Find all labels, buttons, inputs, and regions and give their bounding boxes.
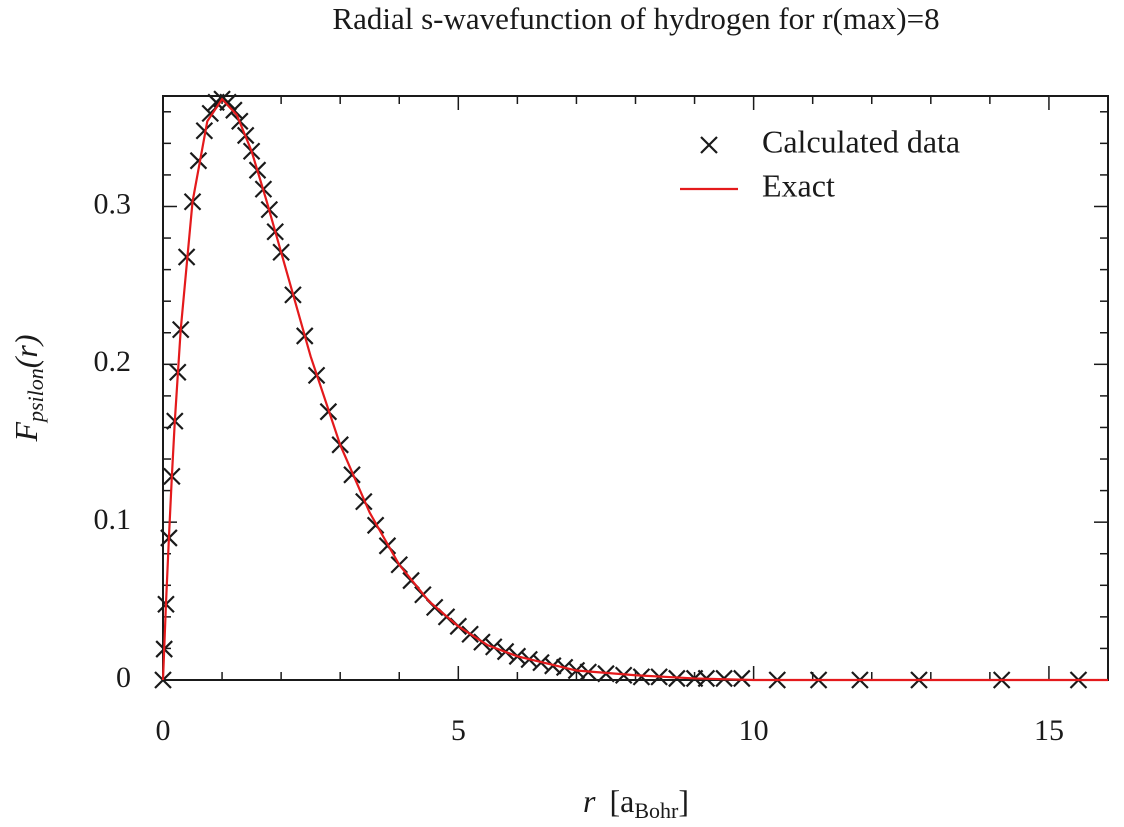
data-point: [195, 121, 214, 140]
x-tick-label: 5: [451, 714, 466, 747]
x-tick-label: 15: [1034, 714, 1064, 747]
plot-frame: [162, 95, 1109, 681]
y-tick-label: 0.3: [94, 187, 132, 220]
x-axis-label: r [aBohr]: [583, 783, 689, 823]
x-tick-label: 10: [739, 714, 769, 747]
data-point: [219, 93, 237, 112]
data-line: [161, 97, 1108, 682]
x-tick-label: 0: [156, 714, 171, 747]
x-label-main: r: [583, 783, 596, 819]
x-label-sub: Bohr: [634, 798, 679, 823]
y-axis-label: Fpsilon(r): [8, 334, 48, 442]
data-point: [189, 151, 208, 170]
data-point: [632, 668, 651, 686]
data-point: [733, 669, 751, 688]
y-label-end: (r): [8, 334, 44, 368]
chart-title: Radial s-wavefunction of hydrogen for r(…: [332, 1, 939, 36]
y-label-sub: psilon: [23, 368, 48, 424]
legend-label: Exact: [762, 167, 835, 203]
x-label-bracket: [a: [609, 783, 634, 819]
y-tick-label: 0: [116, 661, 131, 694]
legend-marker: [700, 136, 718, 154]
y-label-main: F: [8, 422, 44, 443]
x-label-end: ]: [678, 783, 689, 819]
y-tick-label: 0.1: [94, 503, 132, 536]
y-tick-label: 0.2: [94, 345, 132, 378]
data-point: [343, 466, 361, 484]
legend-label: Calculated data: [762, 123, 960, 159]
